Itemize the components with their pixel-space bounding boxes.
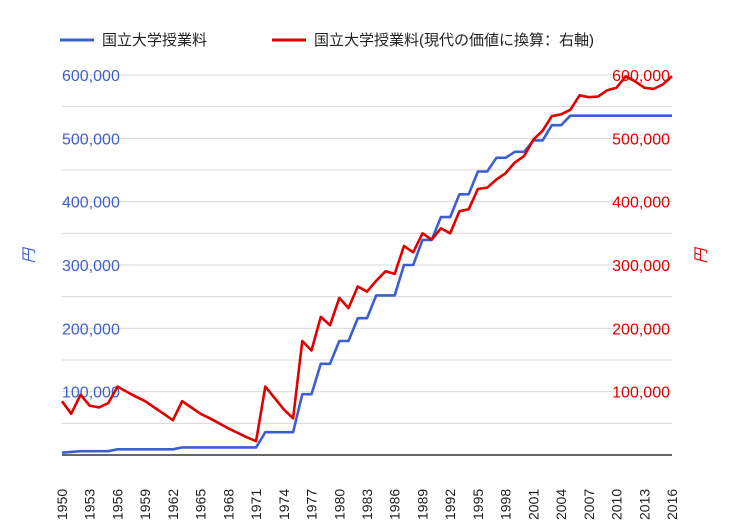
x-tick-label-1983: 1983 (359, 489, 375, 520)
y-left-tick-label-5: 500,000 (62, 131, 120, 148)
y-right-tick-label-2: 200,000 (612, 321, 670, 338)
x-tick-label-1953: 1953 (82, 489, 98, 520)
y-left-tick-label-4: 400,000 (62, 195, 120, 212)
x-tick-label-1950: 1950 (54, 489, 70, 520)
series-line-nominal (61, 114, 672, 454)
y-axis-title-right: 円 (693, 247, 710, 264)
x-tick-label-1977: 1977 (304, 489, 320, 520)
gridlines (62, 74, 672, 424)
y-right-tick-labels: 100,000 200,000 300,000 400,000 500,000 600,0… (612, 68, 670, 402)
x-tick-label-1956: 1956 (109, 489, 125, 520)
x-tick-label-1959: 1959 (137, 489, 153, 520)
x-tick-label-1965: 1965 (193, 489, 209, 520)
x-tick-label-1989: 1989 (414, 489, 430, 520)
x-tick-labels: 1950 1953 1956 1959 1962 1965 1968 1971 1974 1977… (54, 489, 680, 520)
x-tick-label-1995: 1995 (470, 489, 486, 520)
x-tick-label-1968: 1968 (220, 489, 236, 520)
y-axis-title-left: 円 (21, 247, 38, 264)
x-tick-label-2007: 2007 (581, 489, 597, 520)
x-tick-label-2013: 2013 (636, 489, 652, 520)
x-tick-label-1980: 1980 (331, 489, 347, 520)
legend-label-nominal: 国立大学授業料 (102, 32, 207, 49)
x-tick-label-1986: 1986 (387, 489, 403, 520)
x-tick-label-2016: 2016 (664, 489, 680, 520)
x-tick-label-1974: 1974 (276, 489, 292, 520)
legend[interactable]: 国立大学授業料 国立大学授業料(現代の価値に換算：右軸) (60, 31, 594, 49)
x-tick-label-1962: 1962 (165, 489, 181, 520)
y-right-tick-label-6: 600,000 (612, 68, 670, 85)
x-tick-label-2010: 2010 (609, 489, 625, 520)
x-tick-label-2004: 2004 (553, 489, 569, 520)
x-tick-label-1971: 1971 (248, 489, 264, 520)
y-right-tick-label-4: 400,000 (612, 195, 670, 212)
y-left-tick-label-2: 200,000 (62, 321, 120, 338)
x-tick-label-1998: 1998 (498, 489, 514, 520)
legend-label-adjusted: 国立大学授業料(現代の価値に換算：右軸) (314, 31, 594, 49)
series-line-adjusted (60, 75, 673, 443)
y-left-tick-labels: 100,000 200,000 300,000 400,000 500,000 600,0… (62, 68, 120, 402)
x-tick-label-2001: 2001 (525, 489, 541, 520)
x-tick-label-1992: 1992 (442, 489, 458, 520)
y-right-tick-label-3: 300,000 (612, 258, 670, 275)
y-right-tick-label-5: 500,000 (612, 131, 670, 148)
y-left-tick-label-3: 300,000 (62, 258, 120, 275)
y-left-tick-label-6: 600,000 (62, 68, 120, 85)
y-left-tick-label-1: 100,000 (62, 385, 120, 402)
y-right-tick-label-1: 100,000 (612, 385, 670, 402)
